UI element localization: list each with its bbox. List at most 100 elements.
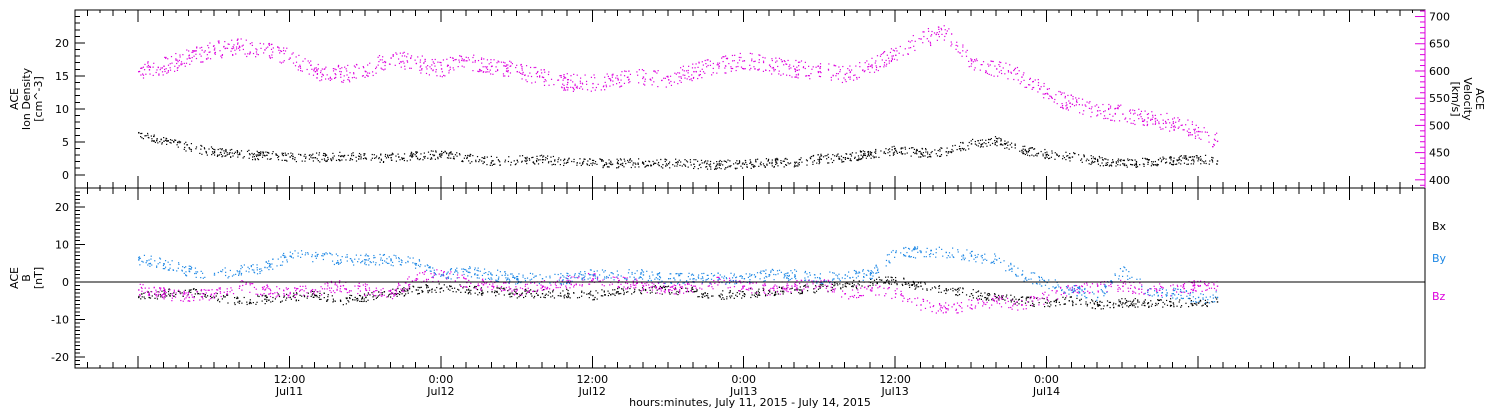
data-point <box>945 311 947 314</box>
data-point <box>447 276 449 279</box>
data-point <box>355 77 357 79</box>
data-point <box>900 294 902 296</box>
data-point <box>183 62 185 65</box>
data-point <box>285 159 287 161</box>
data-point <box>1009 144 1011 146</box>
data-point <box>840 155 843 157</box>
data-point <box>343 155 345 157</box>
data-point <box>237 42 239 44</box>
data-point <box>283 293 285 295</box>
data-point <box>1151 161 1153 163</box>
data-point <box>159 141 161 143</box>
data-point <box>1169 122 1171 124</box>
data-point <box>707 64 709 67</box>
data-point <box>211 151 214 153</box>
data-point <box>152 135 155 138</box>
data-point <box>699 73 701 76</box>
data-point <box>293 296 295 299</box>
data-point <box>1037 297 1039 299</box>
data-point <box>1015 73 1017 75</box>
data-point <box>1000 72 1003 75</box>
data-point <box>330 159 333 162</box>
data-point <box>491 289 493 291</box>
data-point <box>449 285 451 288</box>
data-point <box>1021 149 1023 152</box>
data-point <box>324 288 326 290</box>
data-point <box>638 289 640 291</box>
data-point <box>1197 285 1200 287</box>
data-point <box>869 65 872 67</box>
data-point <box>795 281 797 283</box>
data-point <box>781 287 783 290</box>
data-point <box>360 300 363 303</box>
data-point <box>1019 83 1021 85</box>
data-point <box>431 158 433 160</box>
data-point <box>888 287 890 289</box>
data-point <box>213 154 216 156</box>
data-point <box>859 158 861 161</box>
data-point <box>1046 153 1048 156</box>
data-point <box>551 295 554 297</box>
data-point <box>1183 129 1185 131</box>
data-point <box>167 71 169 73</box>
data-point <box>1010 306 1012 309</box>
data-point <box>482 280 484 282</box>
data-point <box>1082 291 1085 293</box>
data-point <box>332 301 334 303</box>
data-point <box>403 157 405 159</box>
data-point <box>289 156 291 158</box>
data-point <box>915 152 917 154</box>
data-point <box>316 158 318 160</box>
data-point <box>731 295 733 297</box>
data-point <box>167 64 170 66</box>
data-point <box>1164 303 1166 305</box>
data-point <box>1204 131 1206 133</box>
data-point <box>1162 158 1164 160</box>
data-point <box>981 295 983 297</box>
data-point <box>879 285 881 287</box>
data-point <box>818 160 820 162</box>
data-point <box>1154 164 1156 166</box>
data-point <box>521 161 523 163</box>
data-point <box>403 51 405 53</box>
data-point <box>634 288 636 290</box>
data-point <box>988 139 990 141</box>
data-point <box>442 59 445 61</box>
data-point <box>750 67 752 69</box>
data-point <box>594 77 596 79</box>
data-point <box>436 269 438 271</box>
data-point <box>403 62 405 64</box>
data-point <box>171 294 174 297</box>
data-point <box>1068 100 1070 102</box>
data-point <box>1007 300 1009 303</box>
data-point <box>771 165 773 167</box>
data-point <box>373 295 375 297</box>
data-point <box>1194 284 1196 287</box>
data-point <box>470 282 472 284</box>
data-point <box>1007 71 1010 73</box>
data-point <box>967 145 969 147</box>
data-point <box>1199 131 1201 133</box>
data-point <box>627 161 630 163</box>
data-point <box>1059 304 1061 306</box>
data-point <box>782 290 784 292</box>
data-point <box>402 157 404 160</box>
data-point <box>1187 306 1190 308</box>
data-point <box>838 157 841 159</box>
data-point <box>1117 158 1120 160</box>
data-point <box>213 151 216 153</box>
data-point <box>427 278 429 281</box>
data-point <box>659 288 662 290</box>
data-point <box>916 153 918 155</box>
data-point <box>557 161 559 163</box>
data-point <box>1067 155 1069 157</box>
data-point <box>1172 164 1174 166</box>
data-point <box>1056 154 1058 156</box>
data-point <box>623 292 625 294</box>
data-point <box>550 161 552 163</box>
data-point <box>948 28 950 30</box>
data-point <box>951 151 953 153</box>
data-point <box>448 72 450 74</box>
data-point <box>958 145 961 147</box>
data-point <box>294 287 296 289</box>
